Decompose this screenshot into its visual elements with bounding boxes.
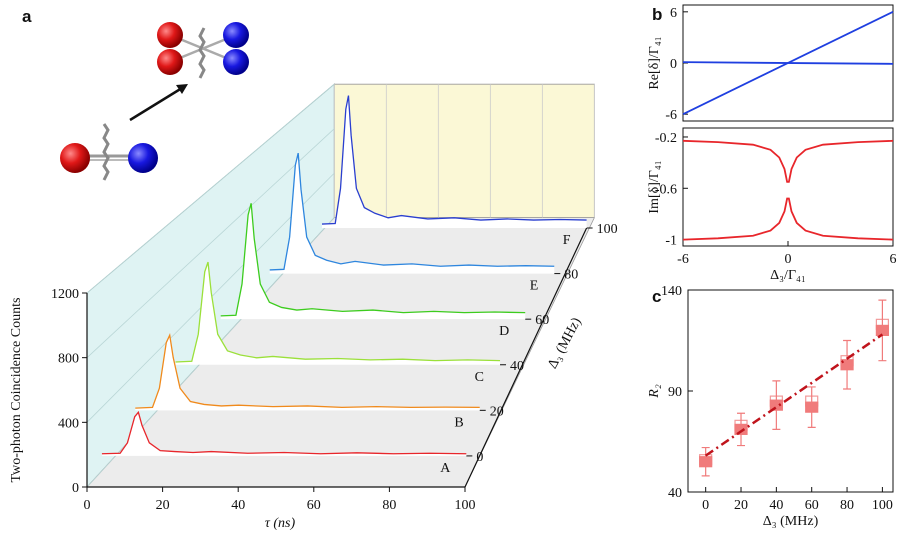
arrow [129, 86, 183, 122]
trace-fill [175, 262, 501, 365]
photon [102, 123, 110, 181]
trace [175, 261, 501, 363]
x-tick-label: 0 [702, 498, 709, 513]
fit-line [704, 333, 884, 457]
series-label: B [454, 415, 463, 430]
trace [321, 95, 587, 225]
y-tick-label: -1 [665, 234, 677, 249]
y-tick-label: 0 [72, 481, 79, 496]
x-tick-label: 100 [455, 498, 476, 513]
trace-fill [101, 412, 467, 456]
trace [220, 203, 526, 317]
series-label: A [440, 461, 451, 476]
trace-fill [135, 335, 480, 411]
z-tick-label: 0 [476, 450, 483, 465]
y-axis-label: Re[δ]/Γ₄₁ [647, 36, 662, 89]
y-tick-label: 0 [670, 57, 677, 72]
y-tick-label: 1200 [51, 287, 79, 302]
atom-red [60, 143, 90, 173]
y-tick-label: 800 [58, 352, 79, 367]
y-tick-label: -0.6 [655, 182, 677, 197]
back-wall [333, 83, 595, 219]
marker-filled [699, 456, 713, 468]
x-tick-label: 0 [84, 498, 91, 513]
y-tick-label: -0.2 [655, 131, 677, 146]
arrow-head [176, 84, 188, 94]
y-tick-label: 6 [670, 6, 677, 21]
trace-fill [269, 153, 555, 274]
z-axis [464, 227, 588, 488]
grid-line [86, 83, 335, 294]
trace-fill [220, 203, 526, 320]
x-tick-label: 80 [840, 498, 854, 513]
x-axis-label: Δ₃/Γ₄₁ [770, 268, 806, 283]
atom-red [157, 22, 183, 48]
plot-frame [687, 289, 894, 493]
atom-blue [128, 143, 158, 173]
photon [198, 27, 206, 79]
x-tick-label: 40 [769, 498, 783, 513]
plot-frame [682, 127, 894, 247]
y-tick-label: 400 [58, 416, 79, 431]
y-tick-label: 40 [668, 486, 682, 501]
marker-filled [805, 401, 819, 413]
x-tick-label: -6 [677, 252, 689, 267]
x-tick-label: 0 [785, 252, 792, 267]
marker-filled [734, 423, 748, 435]
x-tick-label: 20 [734, 498, 748, 513]
z-tick-label: 20 [490, 404, 504, 419]
x-tick-label: 100 [872, 498, 893, 513]
x-axis-label: τ (ns) [265, 516, 296, 531]
series-label: F [563, 233, 571, 248]
trace [135, 333, 480, 409]
y-axis-label: Im[δ]/Γ₄₁ [647, 160, 662, 213]
y-axis-label: R₂ [647, 384, 662, 399]
panel-label: b [652, 5, 662, 24]
y-tick-label: -6 [665, 108, 677, 123]
x-tick-label: 60 [805, 498, 819, 513]
trace-fill [322, 95, 587, 228]
line [682, 61, 894, 65]
grid-line [86, 128, 335, 358]
line [682, 197, 894, 241]
atom-blue [223, 22, 249, 48]
panel-a: 0 20 40 60 80 100 0 400 800 1200 0 20 40 60 80 100 τ (ns… [9, 83, 618, 531]
z-tick-label: 80 [564, 268, 578, 283]
trace [101, 410, 467, 455]
atom-red [157, 49, 183, 75]
x-tick-label: 20 [156, 498, 170, 513]
marker-filled [840, 359, 854, 371]
y-axis-label: Two-photon Coincidence Counts [9, 298, 24, 483]
z-tick-label: 40 [510, 359, 524, 374]
molecule-illustration [60, 22, 249, 181]
z-tick-label: 60 [535, 313, 549, 328]
y-tick-label: 140 [661, 284, 682, 299]
x-tick-label: 80 [382, 498, 396, 513]
z-axis-label: Δ₃ (MHz) [545, 315, 584, 371]
line [682, 139, 894, 183]
x-axis-label: Δ₃ (MHz) [763, 514, 819, 529]
y-tick-label: 90 [668, 385, 682, 400]
series-label: E [530, 279, 539, 294]
panel-label: c [652, 287, 661, 306]
x-tick-label: 60 [307, 498, 321, 513]
atom-blue [223, 49, 249, 75]
marker-filled [875, 324, 889, 336]
series-label: D [499, 324, 509, 339]
series-label: C [475, 370, 484, 385]
x-tick-label: 6 [890, 252, 897, 267]
z-tick-label: 100 [597, 222, 618, 237]
panel-label: a [22, 7, 32, 26]
x-tick-label: 40 [231, 498, 245, 513]
trace [269, 152, 555, 271]
marker-filled [769, 399, 783, 411]
